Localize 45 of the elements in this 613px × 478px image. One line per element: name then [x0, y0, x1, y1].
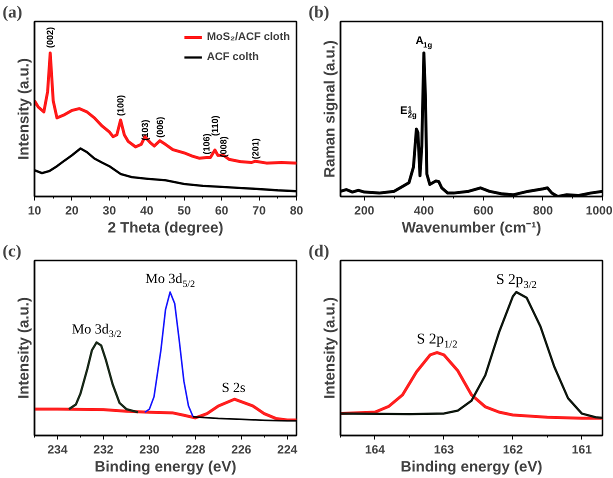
x-tick-label: 162	[502, 442, 524, 456]
x-tick-label: 164	[364, 442, 386, 456]
x-tick-label: 400	[414, 204, 434, 218]
x-tick-label: 60	[214, 204, 229, 218]
x-tick-label: 163	[434, 442, 454, 456]
annotation: (106)	[202, 133, 212, 154]
x-tick-label: 600	[473, 204, 494, 218]
x-tick-label: 232	[93, 442, 114, 456]
x-axis-title: Binding energy (eV)	[94, 458, 236, 476]
x-axis-title: 2 Theta (degree)	[108, 220, 224, 236]
annotation: S 2s	[222, 381, 246, 396]
x-tick-label: 70	[252, 204, 266, 218]
x-tick-label: 200	[354, 204, 375, 218]
x-tick-label: 80	[290, 204, 304, 218]
y-axis-title: Intensity (a.u.)	[16, 297, 32, 399]
y-axis-title: Intensity (a.u.)	[16, 58, 32, 160]
annotation: (008)	[218, 136, 229, 158]
x-tick-label: 234	[47, 442, 68, 456]
x-tick-label: 30	[102, 204, 116, 218]
x-tick-label: 1000	[586, 204, 613, 218]
x-tick-label: 800	[532, 204, 554, 218]
chart-title: (a)	[2, 2, 22, 22]
x-tick-label: 226	[231, 442, 252, 456]
x-tick-label: 230	[139, 442, 160, 456]
annotation: (002)	[45, 27, 56, 48]
x-tick-label: 50	[178, 204, 192, 218]
x-tick-label: 10	[28, 204, 42, 218]
annotation: (103)	[140, 120, 150, 141]
x-tick-label: 20	[65, 204, 79, 218]
annotation: (006)	[154, 116, 165, 138]
x-tick-label: 228	[185, 442, 206, 456]
x-tick-label: 224	[277, 442, 298, 456]
x-tick-label: 40	[140, 204, 154, 218]
y-axis-title: Raman signal (a.u.)	[322, 40, 338, 178]
x-axis-title: Wavenumber (cm⁻¹)	[402, 220, 542, 236]
chart-title: (b)	[308, 2, 330, 22]
legend-label: ACF colth	[206, 51, 259, 63]
x-tick-label: 161	[572, 442, 592, 456]
legend-label: MoS₂/ACF cloth	[206, 31, 290, 43]
y-axis-title: Intensity (a.u.)	[322, 297, 338, 399]
x-axis-title: Binding energy (eV)	[400, 458, 542, 476]
chart-title: (d)	[308, 242, 330, 260]
annotation: (100)	[116, 95, 126, 116]
chart-title: (c)	[2, 242, 22, 260]
annotation: (201)	[250, 138, 260, 160]
